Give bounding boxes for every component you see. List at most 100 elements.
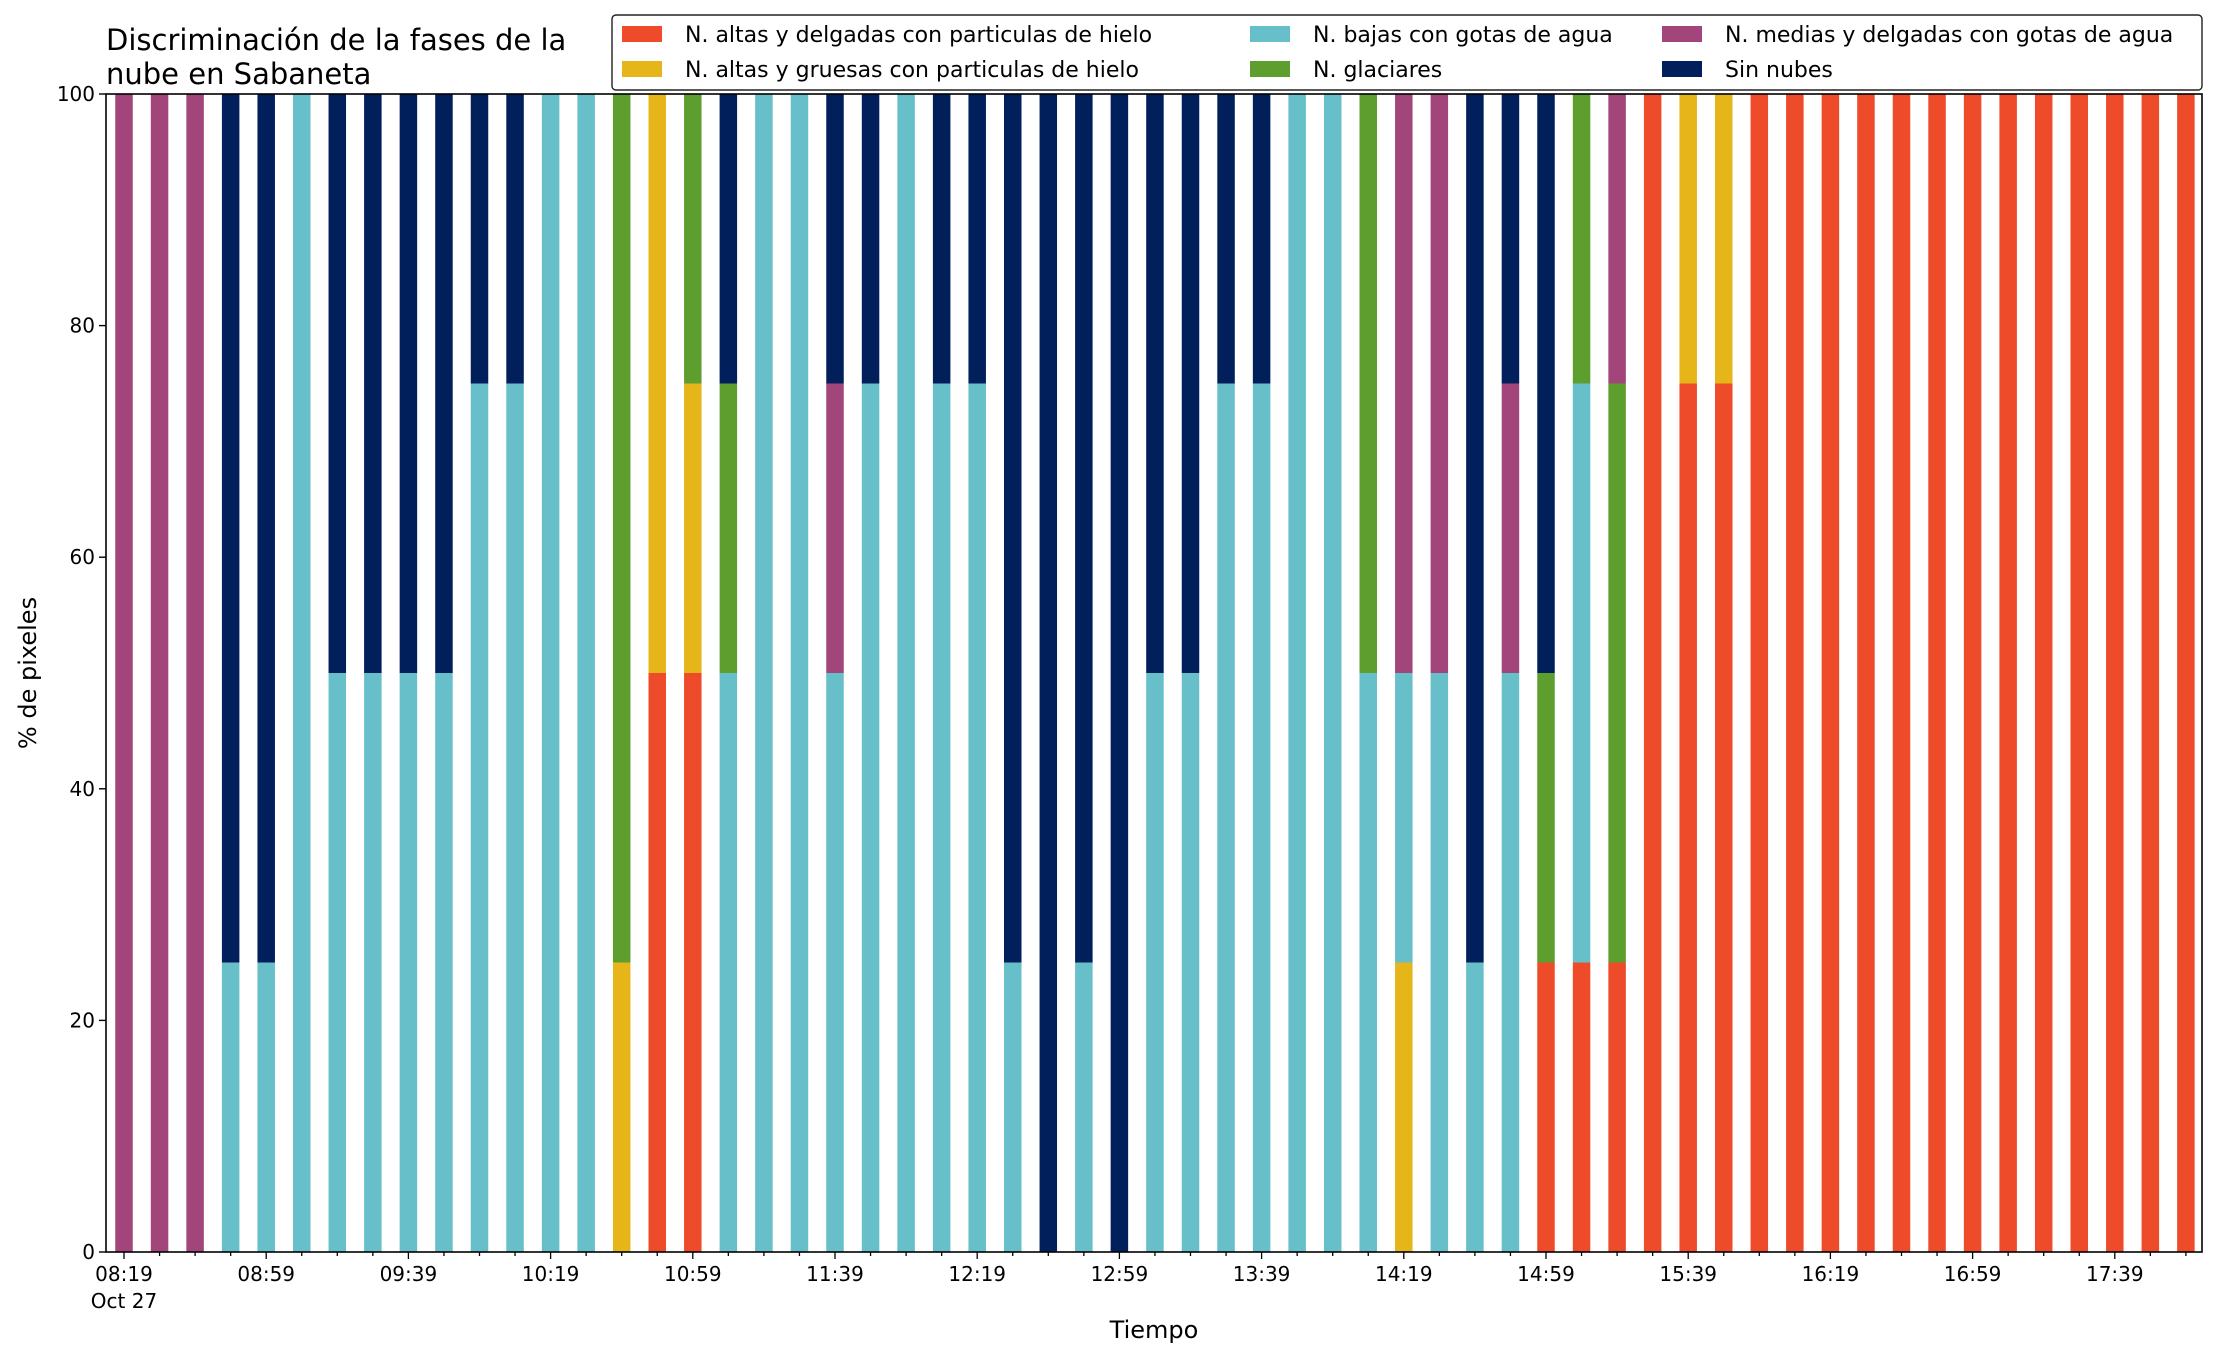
- bar-segment-2-6: [328, 673, 347, 1252]
- bar-segment-3-40: [1537, 673, 1555, 963]
- x-tick-label: 10:59: [664, 1262, 722, 1286]
- y-tick-label: 20: [70, 1008, 95, 1032]
- bar-segment-3-17: [719, 383, 738, 673]
- y-tick-label: 80: [70, 314, 95, 338]
- bar-segment-5-10: [470, 94, 489, 384]
- x-tick-label: 13:39: [1233, 1262, 1291, 1286]
- x-tick-label: 16:19: [1802, 1262, 1860, 1286]
- bar-segment-5-9: [435, 94, 453, 673]
- bar-segment-5-27: [1075, 94, 1093, 963]
- bar-segment-2-12: [541, 94, 560, 1252]
- bar-segment-1-44: [1679, 94, 1697, 384]
- bar-segment-2-31: [1217, 383, 1235, 1252]
- bar-segment-2-3: [221, 962, 240, 1252]
- bar-segment-2-7: [364, 673, 382, 1252]
- bar-segment-2-38: [1466, 962, 1484, 1252]
- bar-segment-2-32: [1252, 383, 1271, 1252]
- x-tick-label: 12:19: [948, 1262, 1006, 1286]
- x-tick-label: 09:39: [380, 1262, 438, 1286]
- bar-segment-0-56: [2106, 94, 2124, 1252]
- x-tick-label: 16:59: [1944, 1262, 2002, 1286]
- bar-segment-2-22: [897, 94, 915, 1252]
- legend-label-4: N. medias y delgadas con gotas de agua: [1725, 23, 2173, 48]
- x-tick-label: 12:59: [1091, 1262, 1149, 1286]
- bar-segment-0-49: [1857, 94, 1875, 1252]
- x-tick-label: 11:39: [806, 1262, 864, 1286]
- bar-segment-2-37: [1430, 673, 1449, 1252]
- bar-segment-2-41: [1572, 383, 1591, 963]
- bar-segment-2-36: [1395, 673, 1413, 963]
- bar-segment-0-54: [2034, 94, 2053, 1252]
- y-axis-label: % de pixeles: [14, 597, 42, 749]
- legend: N. altas y delgadas con particulas de hi…: [611, 14, 2203, 91]
- x-tick-label: 14:59: [1517, 1262, 1575, 1286]
- bar-segment-5-17: [719, 94, 738, 384]
- bar-segment-0-46: [1750, 94, 1769, 1252]
- x-tick-label: 17:39: [2086, 1262, 2144, 1286]
- bar-segment-0-51: [1928, 94, 1946, 1252]
- legend-label-1: N. altas y gruesas con particulas de hie…: [685, 58, 1139, 83]
- bar-segment-5-4: [257, 94, 275, 963]
- legend-swatch-5: [1662, 61, 1702, 77]
- bar-segment-0-44: [1679, 383, 1697, 1252]
- bar-segment-2-17: [719, 673, 738, 1252]
- bar-segment-0-15: [648, 673, 666, 1252]
- y-tick-label: 40: [70, 777, 95, 801]
- bar-segment-0-42: [1608, 962, 1626, 1252]
- bar-segment-2-33: [1288, 94, 1306, 1252]
- bar-segment-0-50: [1892, 94, 1911, 1252]
- y-tick-label: 0: [82, 1240, 95, 1264]
- bar-segment-2-8: [399, 673, 418, 1252]
- bar-segment-2-24: [968, 383, 986, 1252]
- bar-segment-5-38: [1466, 94, 1484, 963]
- bar-segment-2-9: [435, 673, 453, 1252]
- plot-frame: [105, 93, 2203, 1253]
- legend-label-3: N. glaciares: [1313, 58, 1442, 83]
- bar-segment-3-42: [1608, 383, 1626, 963]
- bar-segment-5-23: [932, 94, 951, 384]
- y-axis: 0 20 40 60 80 100: [57, 82, 106, 1264]
- bar-segment-0-41: [1572, 962, 1591, 1252]
- bar-segment-1-36: [1395, 962, 1413, 1252]
- bar-segment-2-39: [1501, 673, 1520, 1252]
- bar-segment-4-2: [186, 94, 204, 1252]
- bar-segment-5-25: [1004, 94, 1022, 963]
- bar-segment-1-14: [612, 962, 631, 1252]
- bar-segment-2-23: [932, 383, 951, 1252]
- bar-segment-2-20: [826, 673, 844, 1252]
- bar-segment-5-40: [1537, 94, 1555, 673]
- legend-label-5: Sin nubes: [1725, 58, 1833, 83]
- legend-label-2: N. bajas con gotas de agua: [1313, 23, 1613, 48]
- bar-segment-5-8: [399, 94, 418, 673]
- bar-segment-5-21: [861, 94, 880, 384]
- bar-segment-0-52: [1963, 94, 1982, 1252]
- chart-title-line-1: Discriminación de la fases de la: [106, 23, 566, 57]
- bar-segment-5-26: [1039, 94, 1058, 1252]
- bar-segment-4-20: [826, 383, 844, 673]
- bar-segment-5-11: [506, 94, 524, 384]
- bar-segment-2-5: [293, 94, 311, 1252]
- y-tick-label: 100: [57, 82, 95, 106]
- x-tick-label: 08:59: [237, 1262, 295, 1286]
- bar-segment-2-4: [257, 962, 275, 1252]
- bar-segment-5-28: [1110, 94, 1129, 1252]
- x-tick-label: 15:39: [1659, 1262, 1717, 1286]
- bar-segment-4-39: [1501, 383, 1520, 673]
- bars-layer: [115, 94, 2195, 1252]
- bar-segment-2-19: [790, 94, 809, 1252]
- bar-segment-5-3: [221, 94, 240, 963]
- bar-segment-0-16: [684, 673, 702, 1252]
- x-tick-label: 08:19: [95, 1262, 153, 1286]
- bar-segment-0-57: [2141, 94, 2160, 1252]
- bar-segment-5-31: [1217, 94, 1235, 384]
- bar-segment-2-18: [755, 94, 773, 1252]
- bar-segment-2-27: [1075, 962, 1093, 1252]
- bar-segment-5-32: [1252, 94, 1271, 384]
- bar-segment-4-0: [115, 94, 133, 1252]
- bar-segment-1-15: [648, 94, 666, 673]
- bar-segment-4-37: [1430, 94, 1449, 673]
- bar-segment-4-36: [1395, 94, 1413, 673]
- bar-segment-4-42: [1608, 94, 1626, 384]
- legend-swatch-1: [622, 61, 662, 77]
